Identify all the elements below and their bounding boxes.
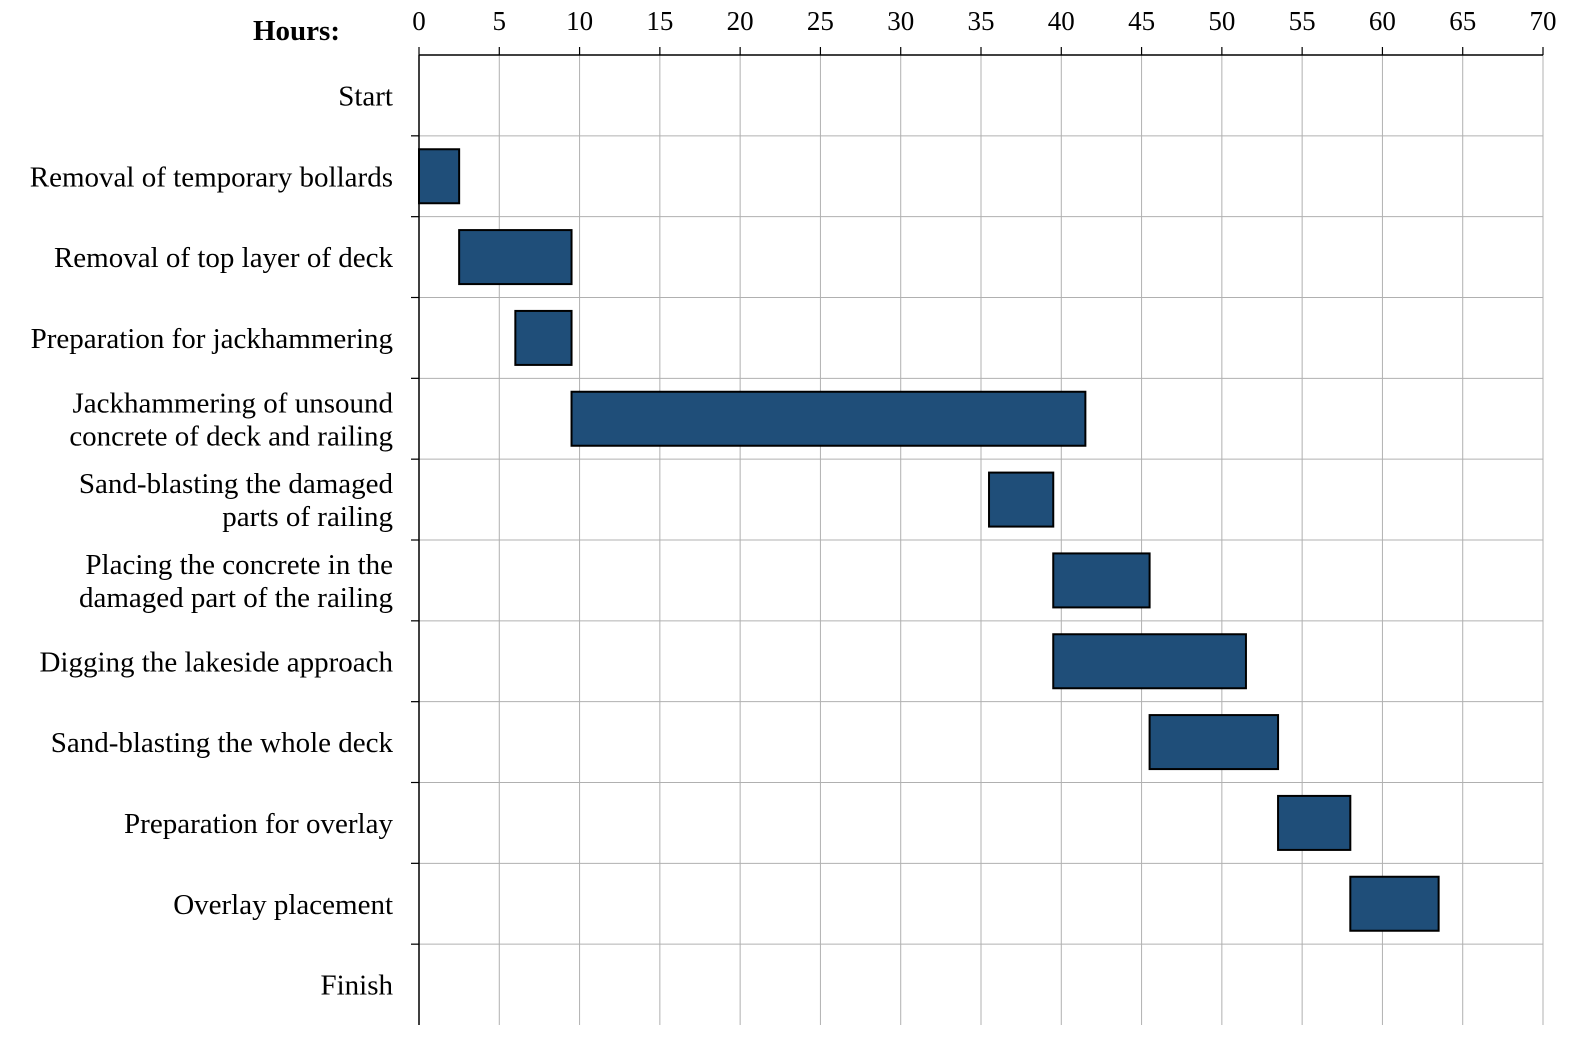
task-label: Placing the concrete in the [85,549,393,581]
x-tick-label: 45 [1128,6,1155,36]
axes [418,54,1543,1025]
task-bars [418,148,1440,932]
task-label: Finish [320,970,393,1002]
task-label: Removal of top layer of deck [54,242,394,274]
x-tick-label: 10 [566,6,593,36]
task-bar [1052,552,1151,609]
task-label: Preparation for jackhammering [31,323,393,355]
task-bar [1148,714,1280,771]
task-label: parts of railing [222,501,393,533]
task-bar [418,148,461,205]
task-bar [570,390,1087,447]
task-bar [1349,875,1440,932]
x-tick-label: 60 [1369,6,1396,36]
task-label: Start [338,80,393,112]
x-tick-label: 40 [1048,6,1075,36]
task-label: concrete of deck and railing [69,420,393,452]
x-tick-label: 55 [1289,6,1316,36]
task-label: Digging the lakeside approach [39,646,393,678]
x-tick-label: 70 [1530,6,1557,36]
x-tick-label: 0 [412,6,426,36]
task-label: Removal of temporary bollards [30,161,393,193]
task-bar [514,309,573,366]
x-tick-label: 30 [887,6,914,36]
x-axis-label: Hours: [253,15,340,47]
task-labels: Start Removal of temporary bollards Remova… [30,80,394,1001]
task-label: Sand-blasting the damaged [79,468,394,500]
task-label: Jackhammering of unsound [72,387,393,419]
task-label: Overlay placement [173,889,393,921]
x-tick-label: 20 [727,6,754,36]
x-tick-label: 5 [493,6,507,36]
x-tick-label: 15 [646,6,673,36]
x-tick-label: 25 [807,6,834,36]
task-bar [458,229,573,286]
x-tick-label: 50 [1208,6,1235,36]
grid-lines [411,55,1544,1025]
x-axis-ticks: 0 5 10 15 20 25 30 35 40 45 50 55 60 65 70 [411,6,1557,945]
task-bar [1277,794,1352,851]
task-label: Sand-blasting the whole deck [51,727,394,759]
x-tick-label: 35 [968,6,995,36]
task-label: damaged part of the railing [79,582,393,614]
task-label: Preparation for overlay [124,808,393,840]
task-bar [988,471,1055,528]
x-tick-label: 65 [1449,6,1476,36]
task-bar [1052,633,1247,690]
